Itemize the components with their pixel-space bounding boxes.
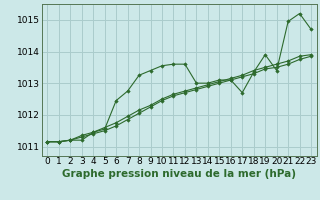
X-axis label: Graphe pression niveau de la mer (hPa): Graphe pression niveau de la mer (hPa) xyxy=(62,169,296,179)
